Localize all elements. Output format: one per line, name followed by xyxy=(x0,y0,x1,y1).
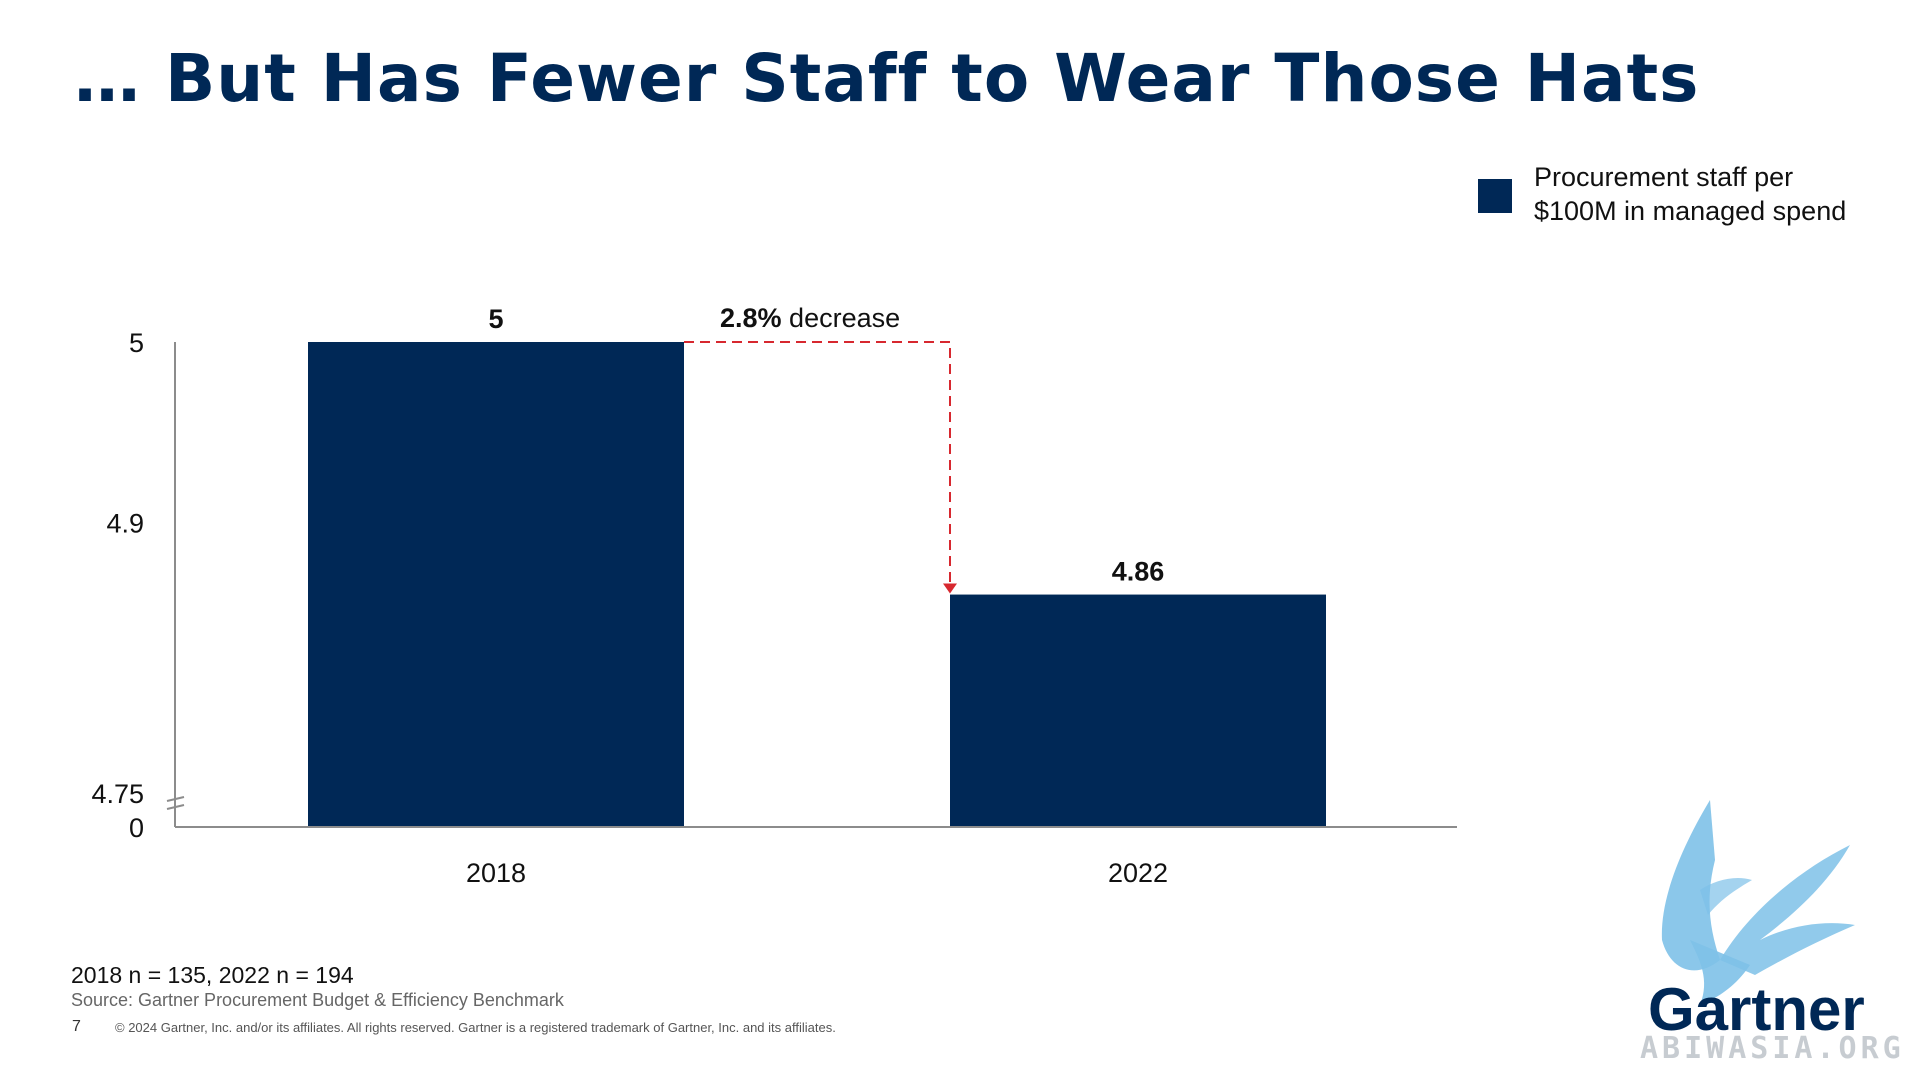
axis-break-mark xyxy=(166,804,185,810)
y-tick-label: 4.75 xyxy=(91,779,144,809)
legend-label: Procurement staff per $100M in managed s… xyxy=(1534,162,1847,226)
decrease-word: decrease xyxy=(782,303,901,333)
slide-title: … But Has Fewer Staff to Wear Those Hats xyxy=(74,40,1700,117)
x-tick-label: 2018 xyxy=(466,858,526,888)
x-tick-label: 2022 xyxy=(1108,858,1168,888)
decrease-connector-line xyxy=(684,341,951,585)
chart-legend: Procurement staff per $100M in managed s… xyxy=(1478,160,1874,228)
gartner-logo: Gartner ABIWASIA.ORG xyxy=(1640,800,1905,1060)
axis-break-mark xyxy=(166,796,185,802)
bar-2022 xyxy=(950,594,1326,827)
decrease-arrowhead xyxy=(943,583,957,594)
bar-2018 xyxy=(308,342,684,827)
source-note: Source: Gartner Procurement Budget & Eff… xyxy=(71,990,564,1010)
data-label: 4.86 xyxy=(1112,557,1165,587)
y-tick-label: 4.9 xyxy=(106,508,144,538)
decrease-percent: 2.8% xyxy=(720,303,782,333)
sample-size-note: 2018 n = 135, 2022 n = 194 xyxy=(71,962,354,988)
data-label: 5 xyxy=(488,304,503,334)
bird-icon xyxy=(1661,800,1855,1005)
logo-wordmark: Gartner xyxy=(1648,976,1865,1043)
page-number: 7 xyxy=(72,1018,81,1035)
y-tick-label: 0 xyxy=(129,813,144,843)
copyright-notice: © 2024 Gartner, Inc. and/or its affiliat… xyxy=(115,1020,836,1035)
y-tick-label: 5 xyxy=(129,328,144,358)
legend-swatch xyxy=(1478,179,1512,213)
decrease-annotation: 2.8% decrease xyxy=(720,303,900,333)
watermark-text: ABIWASIA.ORG xyxy=(1640,1031,1905,1060)
